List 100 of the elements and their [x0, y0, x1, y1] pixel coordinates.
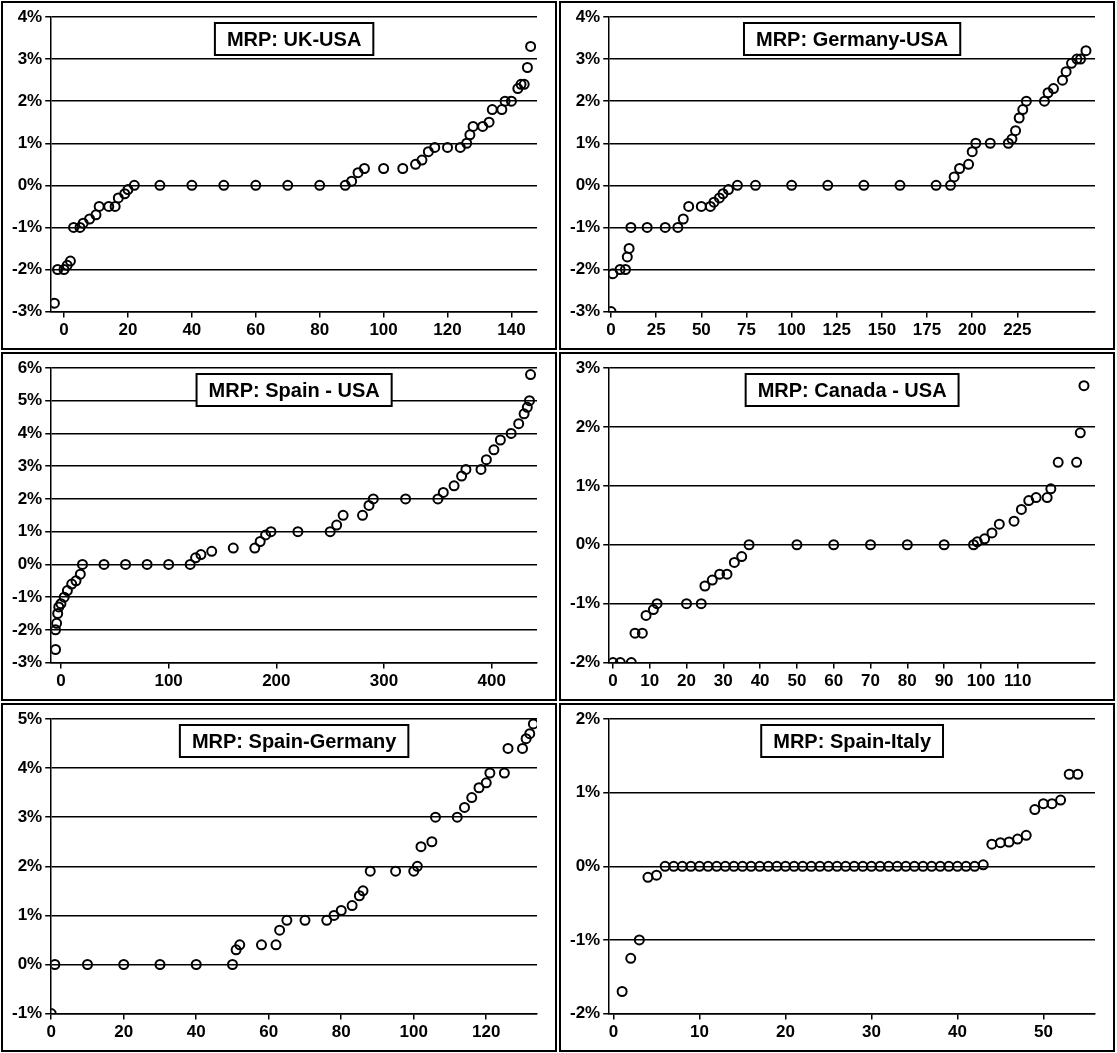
point: [711, 860, 723, 872]
point: [459, 801, 470, 813]
x-tick-label: 10: [640, 671, 660, 691]
x-tick-label: 100: [154, 671, 183, 691]
point: [120, 558, 132, 570]
x-tick-label: 140: [497, 320, 526, 340]
point: [1041, 492, 1053, 504]
x-tick-label: 80: [897, 671, 917, 691]
point: [894, 179, 906, 191]
point: [51, 624, 62, 636]
point: [979, 533, 991, 545]
x-tick-label: 40: [750, 671, 770, 691]
point: [977, 859, 989, 871]
point: [480, 777, 492, 789]
point: [525, 369, 537, 381]
point: [672, 221, 684, 233]
point: [426, 836, 438, 848]
point: [415, 841, 427, 853]
point: [642, 871, 654, 883]
y-tick-label: -1%: [570, 929, 601, 949]
point: [64, 255, 76, 267]
point: [934, 860, 946, 872]
point: [883, 860, 895, 872]
point: [1075, 53, 1087, 65]
x-tick-label: 200: [262, 671, 291, 691]
point: [1080, 45, 1092, 57]
point: [917, 860, 929, 872]
point: [486, 104, 498, 116]
point: [750, 179, 761, 191]
point: [831, 860, 843, 872]
y-tick-label: 4%: [17, 6, 43, 26]
point: [98, 558, 110, 570]
point: [1056, 74, 1068, 86]
point: [480, 454, 492, 466]
point: [822, 860, 834, 872]
point: [1037, 798, 1049, 810]
point: [994, 837, 1006, 849]
point: [1020, 829, 1032, 841]
x-tick-label: 110: [1004, 671, 1032, 691]
point: [713, 192, 725, 204]
point: [353, 890, 365, 902]
point: [66, 578, 78, 590]
text: MRP: Spain-Germany: [191, 729, 398, 752]
point: [358, 163, 370, 175]
point: [499, 95, 511, 107]
y-tick-label: 2%: [17, 855, 43, 875]
point: [483, 116, 495, 128]
point: [339, 179, 351, 191]
point: [58, 264, 70, 276]
point: [527, 719, 537, 730]
x-tick-label: 30: [713, 671, 733, 691]
point: [1013, 112, 1025, 124]
point: [496, 104, 508, 116]
x-tick-label: 60: [824, 671, 844, 691]
point: [1047, 83, 1059, 95]
point: [430, 811, 441, 823]
point: [737, 860, 748, 872]
y-tick-label: 1%: [17, 521, 43, 541]
point: [437, 486, 449, 498]
point: [119, 188, 131, 200]
point: [190, 552, 202, 564]
text: MRP: Canada - USA: [757, 378, 947, 401]
point: [51, 617, 63, 629]
point: [1063, 768, 1075, 780]
point: [828, 539, 840, 551]
point: [58, 591, 70, 603]
point: [337, 509, 349, 521]
point: [466, 792, 478, 804]
point: [230, 944, 242, 956]
point: [728, 556, 740, 568]
x-tick-label: 20: [118, 320, 138, 340]
point: [625, 221, 637, 233]
point: [736, 551, 748, 563]
x-tick-label: 0: [56, 671, 66, 691]
point: [346, 175, 358, 187]
point: [966, 146, 978, 158]
point: [1010, 125, 1022, 137]
point: [1046, 798, 1058, 810]
point: [865, 539, 877, 551]
point: [699, 580, 711, 592]
point: [614, 264, 626, 276]
point: [513, 418, 525, 430]
point: [754, 860, 766, 872]
point: [270, 939, 282, 951]
point: [616, 986, 628, 998]
point: [518, 408, 530, 420]
x-tick-label: 20: [776, 1022, 795, 1042]
x-tick-label: 80: [331, 1022, 351, 1042]
y-tick-label: 2%: [17, 488, 43, 508]
y-tick-label: 1%: [575, 132, 601, 152]
point: [442, 141, 454, 153]
x-tick-label: 80: [310, 320, 330, 340]
point: [255, 939, 267, 951]
x-tick-label: 200: [958, 320, 987, 340]
x-tick-label: 50: [691, 320, 711, 340]
point: [1066, 57, 1078, 69]
point: [84, 213, 96, 225]
y-tick-label: 2%: [17, 90, 43, 110]
x-tick-label: 400: [477, 671, 506, 691]
point: [1003, 836, 1015, 848]
